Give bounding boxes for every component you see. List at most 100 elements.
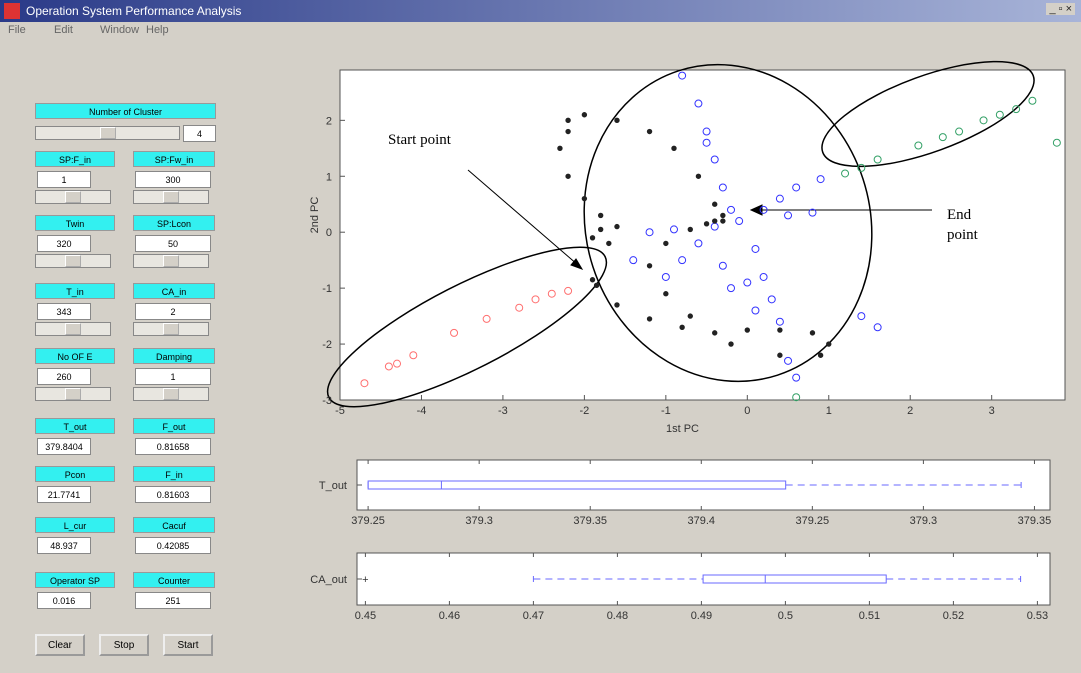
data-point [664,241,668,245]
x-tick-label: -4 [417,405,427,417]
x-tick-label: 0.47 [523,610,544,622]
data-point [688,227,692,231]
x-tick-label: -1 [661,405,671,417]
category-label: CA_out [310,574,347,586]
outlier: + [362,574,368,586]
annotation: Start point [388,132,451,149]
data-point [664,292,668,296]
control-value[interactable]: 300 [135,171,211,188]
data-point [713,331,717,335]
control-value: 0.81603 [135,486,211,503]
control-label: No OF E [35,348,115,364]
data-point [721,219,725,223]
data-point [729,342,733,346]
control-label: T_out [35,418,115,434]
menu-item[interactable]: Help [146,24,169,36]
y-tick-label: -3 [322,395,332,407]
slider-thumb[interactable] [65,323,81,335]
x-tick-label: -2 [579,405,589,417]
y-tick-label: 2 [326,115,332,127]
data-point [647,317,651,321]
x-tick-label: 379.4 [688,515,716,527]
data-point [598,227,602,231]
control-value[interactable]: 4 [183,125,216,142]
control-label: Counter [133,572,215,588]
data-point [696,174,700,178]
control-value[interactable]: 2 [135,303,211,320]
data-point [582,113,586,117]
x-tick-label: 0.51 [859,610,880,622]
data-point [566,118,570,122]
data-point [598,213,602,217]
control-value[interactable]: 320 [37,235,91,252]
annotation: End point [947,205,991,245]
control-value: 0.016 [37,592,91,609]
x-tick-label: 0.46 [439,610,460,622]
control-label: SP:Lcon [133,215,215,231]
data-point [680,325,684,329]
control-label: Number of Cluster [35,103,216,119]
x-tick-label: 379.35 [573,515,607,527]
x-tick-label: -5 [335,405,345,417]
data-point [778,328,782,332]
x-tick-label: 0.5 [778,610,793,622]
slider-thumb[interactable] [65,191,81,203]
y-tick-label: -2 [322,339,332,351]
control-value[interactable]: 343 [37,303,91,320]
app-window: Operation System Performance Analysis _ … [0,0,1081,673]
y-tick-label: 1 [326,171,332,183]
slider-thumb[interactable] [163,388,179,400]
button[interactable]: Clear [35,634,85,656]
slider-thumb[interactable] [163,255,179,267]
x-tick-label: 0.49 [691,610,712,622]
data-point [827,342,831,346]
slider-thumb[interactable] [163,191,179,203]
button[interactable]: Start [163,634,213,656]
control-value: 379.8404 [37,438,91,455]
data-point [810,331,814,335]
control-value: 48.937 [37,537,91,554]
control-label: Operator SP [35,572,115,588]
data-point [713,202,717,206]
data-point [615,303,619,307]
control-label: CA_in [133,283,215,299]
data-point [615,224,619,228]
slider-thumb[interactable] [65,255,81,267]
data-point [647,129,651,133]
button[interactable]: Stop [99,634,149,656]
x-tick-label: 1 [826,405,832,417]
menu-item[interactable]: Window [100,24,139,36]
control-value[interactable]: 1 [37,171,91,188]
x-tick-label: -3 [498,405,508,417]
data-point [704,222,708,226]
data-point [647,264,651,268]
x-tick-label: 0 [744,405,750,417]
control-label: Pcon [35,466,115,482]
control-value[interactable]: 260 [37,368,91,385]
x-axis-label: 1st PC [666,423,699,435]
data-point [590,278,594,282]
data-point [558,146,562,150]
slider-thumb[interactable] [65,388,81,400]
menu-item[interactable]: Edit [54,24,73,36]
control-value[interactable]: 1 [135,368,211,385]
control-label: F_in [133,466,215,482]
control-value[interactable]: 50 [135,235,211,252]
data-point [721,213,725,217]
x-tick-label: 0.45 [355,610,376,622]
slider-thumb[interactable] [100,127,116,139]
control-label: Cacuf [133,517,215,533]
x-tick-label: 379.25 [796,515,830,527]
x-tick-label: 2 [907,405,913,417]
data-point [745,328,749,332]
data-point [566,129,570,133]
control-label: Damping [133,348,215,364]
x-tick-label: 3 [989,405,995,417]
menu-item[interactable]: File [8,24,26,36]
data-point [566,174,570,178]
x-tick-label: 0.48 [607,610,628,622]
y-axis-label: 2nd PC [309,197,321,234]
data-point [672,146,676,150]
data-point [778,353,782,357]
slider-thumb[interactable] [163,323,179,335]
